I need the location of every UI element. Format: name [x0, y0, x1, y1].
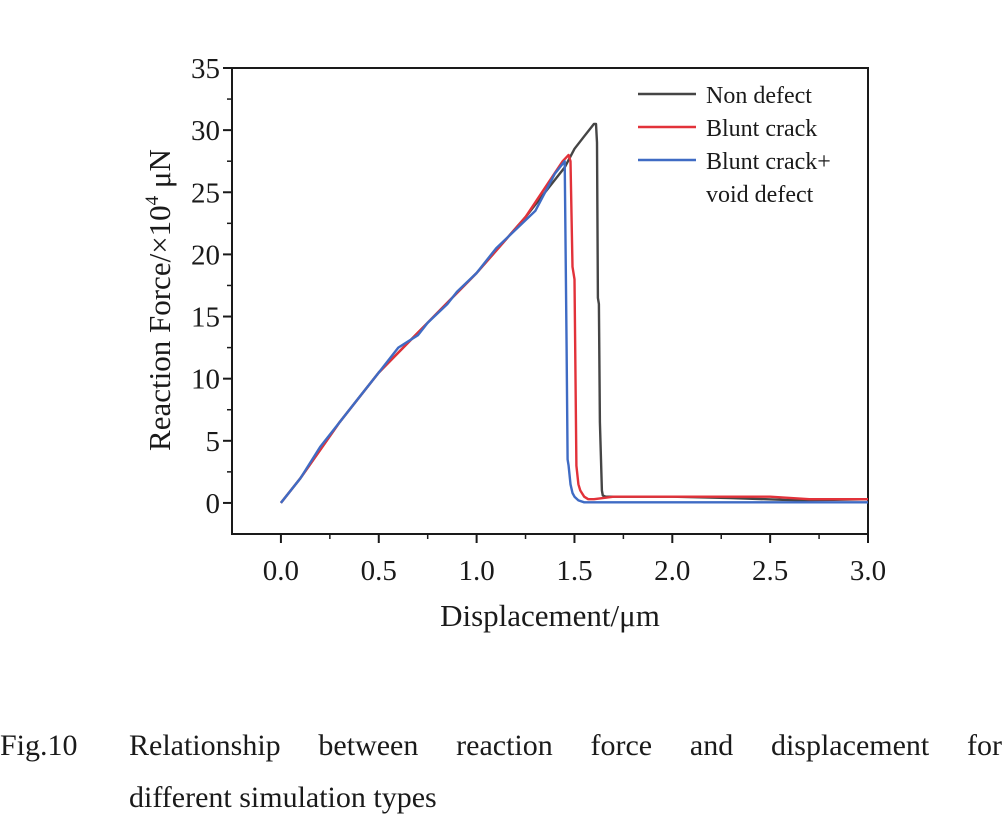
series-line-blunt-crack-void — [279, 159, 868, 504]
legend-label-blunt-crack: Blunt crack — [706, 116, 817, 142]
x-tick-label: 2.5 — [752, 555, 788, 587]
legend-label-blunt-crack-void-1: Blunt crack+ — [706, 149, 831, 175]
y-tick-label: 25 — [191, 177, 220, 209]
figure-caption: Fig.10 Relationship between reaction for… — [0, 720, 1002, 824]
legend-label-blunt-crack-void-2: void defect — [706, 182, 814, 208]
legend: Non defect Blunt crack Blunt crack+ void… — [638, 83, 831, 208]
y-axis-title: Reaction Force/×104 μN — [142, 149, 177, 451]
y-axis-title-unit: μN — [142, 149, 177, 196]
x-tick-label: 0.5 — [361, 555, 397, 587]
axis-ticks — [223, 67, 869, 543]
caption-label: Fig.10 — [0, 729, 78, 762]
y-tick-label: 30 — [191, 115, 220, 147]
x-axis-title: Displacement/μm — [440, 598, 660, 633]
y-tick-label: 5 — [206, 426, 221, 458]
y-axis-title-exponent: 4 — [142, 195, 163, 205]
y-tick-label: 10 — [191, 364, 220, 396]
caption-line-1: Fig.10 Relationship between reaction for… — [0, 720, 1002, 772]
x-tick-label: 3.0 — [850, 555, 886, 587]
caption-text-1: Relationship between reaction force and … — [129, 729, 1002, 762]
y-tick-label: 15 — [191, 302, 220, 334]
x-tick-label: 0.0 — [263, 555, 299, 587]
y-axis-title-main: Reaction Force/×10 — [142, 205, 177, 451]
caption-text-2: different simulation types — [129, 781, 437, 814]
plot-frame — [231, 67, 869, 535]
series-lines — [279, 122, 869, 504]
y-tick-label: 0 — [206, 488, 221, 520]
x-tick-label: 1.0 — [458, 555, 494, 587]
line-chart: 0.0 0.5 1.0 1.5 2.0 2.5 3.0 0 5 10 15 20 25 30 35 Dis… — [142, 53, 886, 633]
x-tick-label: 2.0 — [654, 555, 690, 587]
y-tick-label: 35 — [191, 53, 220, 85]
legend-label-non-defect: Non defect — [706, 83, 812, 109]
y-tick-labels: 0 5 10 15 20 25 30 35 — [191, 53, 220, 520]
y-tick-label: 20 — [191, 239, 220, 271]
x-tick-label: 1.5 — [556, 555, 592, 587]
x-tick-labels: 0.0 0.5 1.0 1.5 2.0 2.5 3.0 — [263, 555, 886, 587]
